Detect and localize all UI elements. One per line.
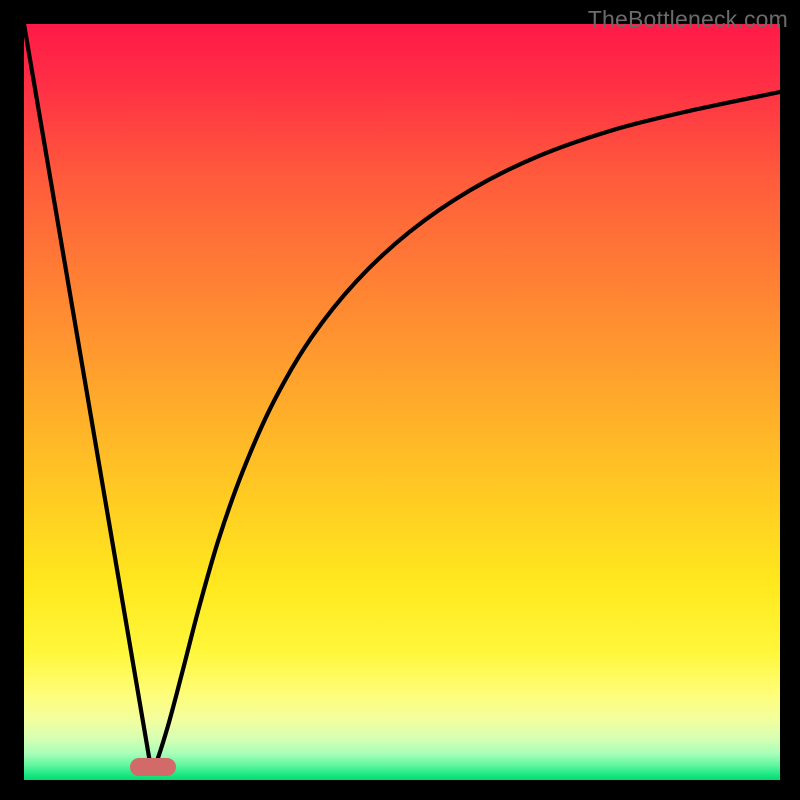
valley-marker <box>130 758 176 776</box>
bottleneck-curve-path <box>24 24 780 772</box>
bottleneck-curve <box>24 24 780 780</box>
